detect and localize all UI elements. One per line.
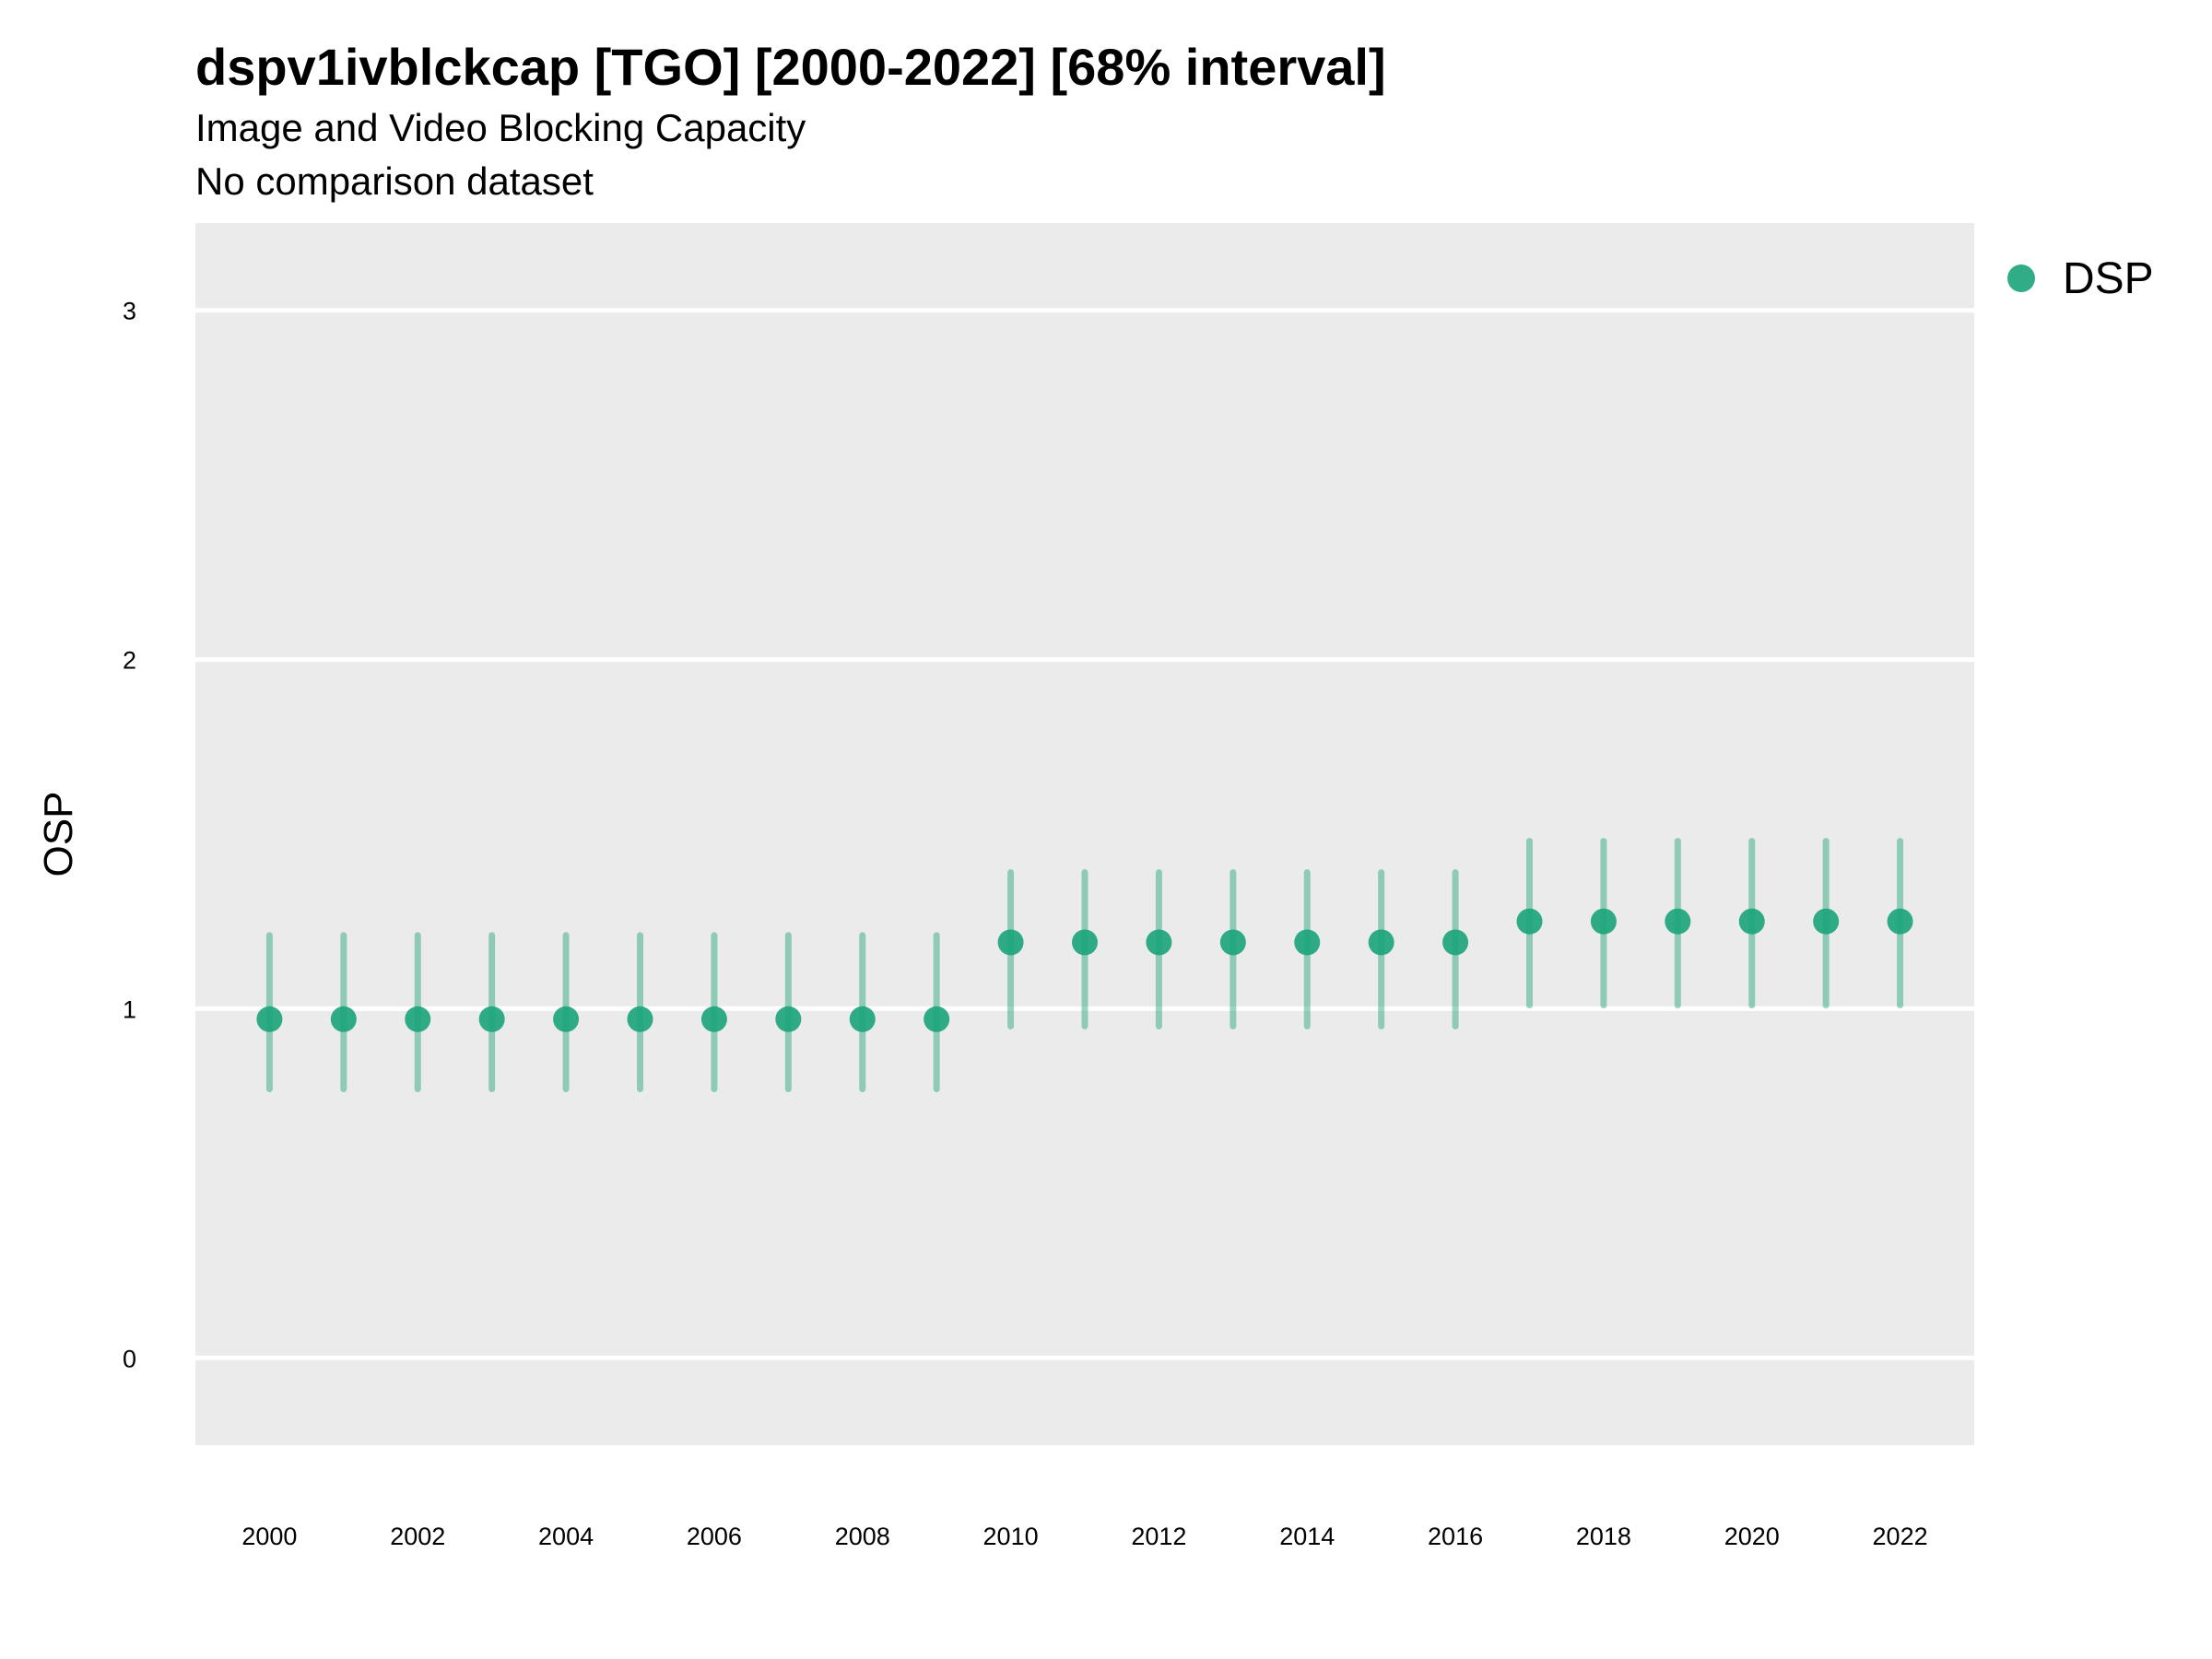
data-point [1368, 929, 1394, 956]
x-tick-label: 2004 [538, 1523, 594, 1550]
data-point [1813, 908, 1840, 935]
data-point [256, 1006, 283, 1032]
data-point [1738, 908, 1765, 935]
data-marks [256, 838, 1913, 1093]
data-point [997, 929, 1024, 956]
plot-panel [195, 223, 1974, 1445]
x-tick-label: 2022 [1873, 1523, 1928, 1550]
data-point [478, 1006, 505, 1032]
y-tick-label: 0 [123, 1345, 136, 1372]
y-tick-label: 1 [123, 995, 136, 1023]
data-point [700, 1006, 727, 1032]
data-point [330, 1006, 357, 1032]
data-point [775, 1006, 802, 1032]
data-point [1516, 908, 1543, 935]
x-tick-label: 2012 [1131, 1523, 1186, 1550]
x-tick-label: 2020 [1724, 1523, 1780, 1550]
series-dsp [256, 838, 1913, 1093]
x-tick-label: 2016 [1428, 1523, 1483, 1550]
legend-marker-dsp [2007, 265, 2035, 292]
y-axis-ticks: 0 1 2 3 [123, 298, 136, 1373]
data-point [1146, 929, 1172, 956]
data-point [1887, 908, 1913, 935]
data-point [1072, 929, 1098, 956]
data-point [1294, 929, 1321, 956]
data-point [405, 1006, 431, 1032]
data-point [1442, 929, 1469, 956]
x-tick-label: 2006 [687, 1523, 742, 1550]
data-point [849, 1006, 876, 1032]
x-axis-ticks: 2000 2002 2004 2006 2008 2010 2012 2014 2016 2018… [241, 1523, 1927, 1550]
x-tick-label: 2010 [983, 1523, 1039, 1550]
data-point [1665, 908, 1691, 935]
chart-title: dspv1ivblckcap [TGO] [2000-2022] [68% in… [195, 38, 1386, 96]
data-point [1590, 908, 1617, 935]
x-tick-label: 2008 [835, 1523, 890, 1550]
legend: DSP [2007, 254, 2154, 303]
data-point [627, 1006, 653, 1032]
chart-subtitle-secondary: No comparison dataset [195, 159, 594, 203]
x-tick-label: 2014 [1279, 1523, 1335, 1550]
data-point [924, 1006, 950, 1032]
y-tick-label: 3 [123, 298, 136, 325]
x-tick-label: 2002 [390, 1523, 445, 1550]
x-tick-label: 2000 [241, 1523, 297, 1550]
chart-subtitle: Image and Video Blocking Capacity [195, 106, 806, 149]
data-point [553, 1006, 580, 1032]
y-tick-label: 2 [123, 647, 136, 675]
data-point [1219, 929, 1246, 956]
legend-label-dsp: DSP [2063, 254, 2154, 303]
x-tick-label: 2018 [1576, 1523, 1631, 1550]
y-axis-label: OSP [36, 792, 81, 877]
